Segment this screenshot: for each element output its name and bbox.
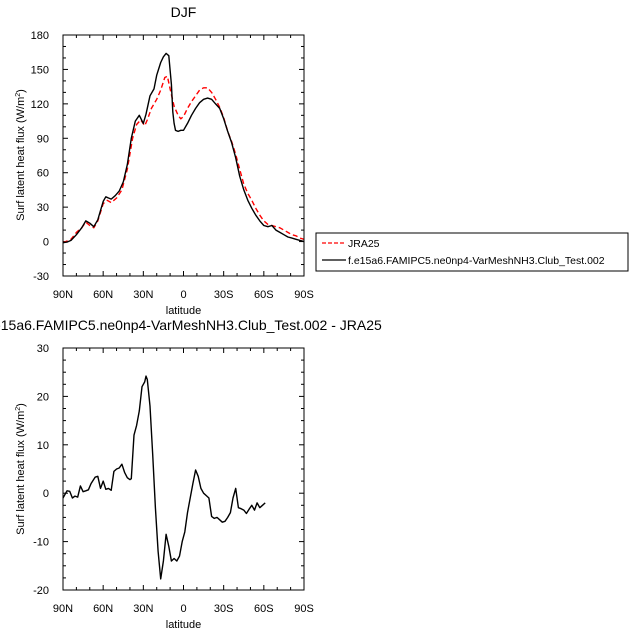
legend-label-model: f.e15a6.FAMIPC5.ne0np4-VarMeshNH3.Club_T… bbox=[348, 255, 605, 267]
y-tick-label: -30 bbox=[33, 271, 49, 283]
y-axis-label-close: ) bbox=[15, 89, 27, 93]
legend: JRA25 f.e15a6.FAMIPC5.ne0np4-VarMeshNH3.… bbox=[315, 232, 629, 272]
y-axis-label-close: ) bbox=[15, 403, 27, 407]
y-tick-label: 60 bbox=[37, 168, 49, 180]
x-tick-label: 90S bbox=[294, 289, 314, 301]
y-ticks: -20 -10 0 10 20 30 bbox=[33, 343, 304, 597]
chart-title: f.e15a6.FAMIPC5.ne0np4-VarMeshNH3.Club_T… bbox=[0, 317, 382, 333]
y-axis-label-text: Surf latent heat flux (W/m bbox=[15, 411, 27, 535]
x-tick-label: 60S bbox=[254, 289, 274, 301]
y-tick-label: 20 bbox=[37, 391, 49, 403]
plot-frame bbox=[62, 347, 305, 591]
x-tick-label: 30S bbox=[214, 289, 234, 301]
y-axis-label-superscript: 2 bbox=[15, 93, 22, 97]
y-tick-label: 0 bbox=[43, 488, 49, 500]
series-line-difference bbox=[62, 375, 266, 580]
legend-box bbox=[315, 232, 629, 272]
plot-frame bbox=[62, 34, 305, 277]
x-tick-label: 30N bbox=[133, 603, 153, 615]
x-axis-label: latitude bbox=[166, 619, 201, 631]
chart-title: DJF bbox=[171, 4, 197, 20]
x-tick-label: 30N bbox=[133, 289, 153, 301]
legend-label-jra25: JRA25 bbox=[348, 238, 380, 250]
y-tick-label: -20 bbox=[33, 585, 49, 597]
x-ticks: 90N 60N 30N 0 30S 60S 90S bbox=[53, 35, 314, 301]
x-tick-label: 60N bbox=[93, 289, 113, 301]
y-tick-label: 0 bbox=[43, 237, 49, 249]
y-tick-label: 120 bbox=[31, 99, 49, 111]
y-tick-label: 30 bbox=[37, 343, 49, 355]
series-lines bbox=[62, 375, 266, 580]
y-axis-label: Surf latent heat flux (W/m2) bbox=[15, 89, 27, 221]
x-tick-label: 90N bbox=[53, 603, 73, 615]
series-lines bbox=[62, 52, 305, 244]
series-line-f bbox=[62, 52, 305, 244]
y-axis-label-text: Surf latent heat flux (W/m bbox=[15, 97, 27, 221]
y-tick-label: 180 bbox=[31, 30, 49, 42]
y-tick-label: 30 bbox=[37, 202, 49, 214]
x-tick-label: 60N bbox=[93, 603, 113, 615]
y-tick-label: -10 bbox=[33, 537, 49, 549]
x-tick-label: 0 bbox=[180, 603, 186, 615]
y-ticks: -30 0 30 60 90 120 150 180 bbox=[31, 30, 304, 283]
x-tick-label: 90S bbox=[294, 603, 314, 615]
x-ticks: 90N 60N 30N 0 30S 60S 90S bbox=[53, 348, 314, 615]
y-axis-label: Surf latent heat flux (W/m2) bbox=[15, 403, 27, 535]
x-axis-label: latitude bbox=[166, 305, 201, 317]
bottom-chart-difference: f.e15a6.FAMIPC5.ne0np4-VarMeshNH3.Club_T… bbox=[0, 317, 382, 631]
y-axis-label-superscript: 2 bbox=[15, 407, 22, 411]
top-chart-djf: DJF -30 0 30 60 90 120 150 180 90N 60N 30N 0 30S 60S… bbox=[15, 4, 629, 317]
x-tick-label: 0 bbox=[180, 289, 186, 301]
y-tick-label: 10 bbox=[37, 440, 49, 452]
y-tick-label: 150 bbox=[31, 64, 49, 76]
x-tick-label: 60S bbox=[254, 603, 274, 615]
x-tick-label: 90N bbox=[53, 289, 73, 301]
series-line-jra25 bbox=[62, 75, 305, 244]
y-tick-label: 90 bbox=[37, 133, 49, 145]
x-tick-label: 30S bbox=[214, 603, 234, 615]
